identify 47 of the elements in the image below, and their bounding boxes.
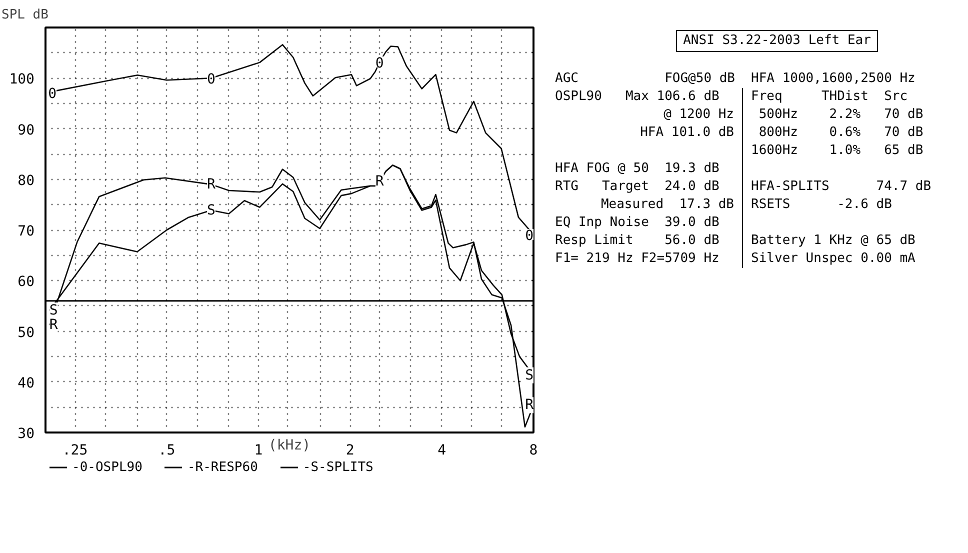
- annotation: S: [525, 367, 534, 384]
- annotation: 0: [375, 55, 384, 72]
- y-tick-label: 100: [9, 72, 35, 88]
- text: HFA 1000,1600,2500 Hz: [750, 70, 916, 88]
- y-tick-label: 60: [18, 274, 34, 290]
- annotation: R: [49, 317, 58, 334]
- x-tick-label: 2: [346, 442, 354, 458]
- text: @ 1200 Hz: [555, 106, 744, 124]
- text: Resp Limit 56.0 dB: [555, 232, 744, 250]
- text: Battery 1 KHz @ 65 dB: [750, 232, 916, 250]
- annotation: 0: [525, 228, 534, 244]
- x-tick-label: .5: [158, 442, 176, 458]
- legend-label: -S-SPLITS: [302, 460, 374, 474]
- legend-label: -R-RESP60: [187, 460, 258, 474]
- text: F1= 219 Hz F2=5709 Hz: [555, 250, 744, 268]
- text: HFA FOG @ 50 19.3 dB: [555, 160, 744, 178]
- text: RSETS -2.6 dB: [750, 196, 893, 214]
- text: OSPL90 Max 106.6 dB: [555, 88, 744, 106]
- y-tick-label: 80: [18, 172, 34, 189]
- text: Measured 17.3 dB: [555, 196, 744, 214]
- text: 1600Hz 1.0% 65 dB: [750, 142, 924, 160]
- y-tick-label: 40: [18, 375, 34, 392]
- annotation: 0: [48, 86, 57, 102]
- annotation: 0: [207, 72, 216, 88]
- x-axis-title: (kHz): [268, 438, 311, 454]
- text: HFA 101.0 dB: [555, 124, 744, 142]
- x-tick-label: .25: [62, 442, 88, 458]
- text: Freq THDist Src: [750, 88, 909, 106]
- text: HFA-SPLITS 74.7 dB: [750, 178, 932, 196]
- x-tick-label: 1: [254, 442, 263, 458]
- text: RTG Target 24.0 dB: [555, 178, 744, 196]
- legend-label: -0-OSPL90: [72, 460, 142, 474]
- text: EQ Inp Noise 39.0 dB: [555, 214, 744, 232]
- text: 500Hz 2.2% 70 dB: [758, 106, 924, 124]
- text: AGC FOG@50 dB: [555, 70, 736, 88]
- y-tick-label: 90: [18, 122, 34, 138]
- annotation: R: [525, 397, 534, 414]
- y-tick-label: 50: [18, 324, 34, 341]
- annotation: S: [49, 302, 58, 318]
- x-tick-label: 8: [529, 442, 538, 458]
- text: Silver Unspec 0.00 mA: [750, 250, 916, 268]
- x-tick-label: 4: [438, 442, 446, 458]
- text: ANSI S3.22-2003 Left Ear: [676, 30, 878, 52]
- y-tick-label: 30: [18, 426, 34, 442]
- y-tick-label: 70: [18, 224, 34, 240]
- text: 800Hz 0.6% 70 dB: [758, 124, 924, 142]
- y-axis-title: SPL dB: [2, 8, 49, 22]
